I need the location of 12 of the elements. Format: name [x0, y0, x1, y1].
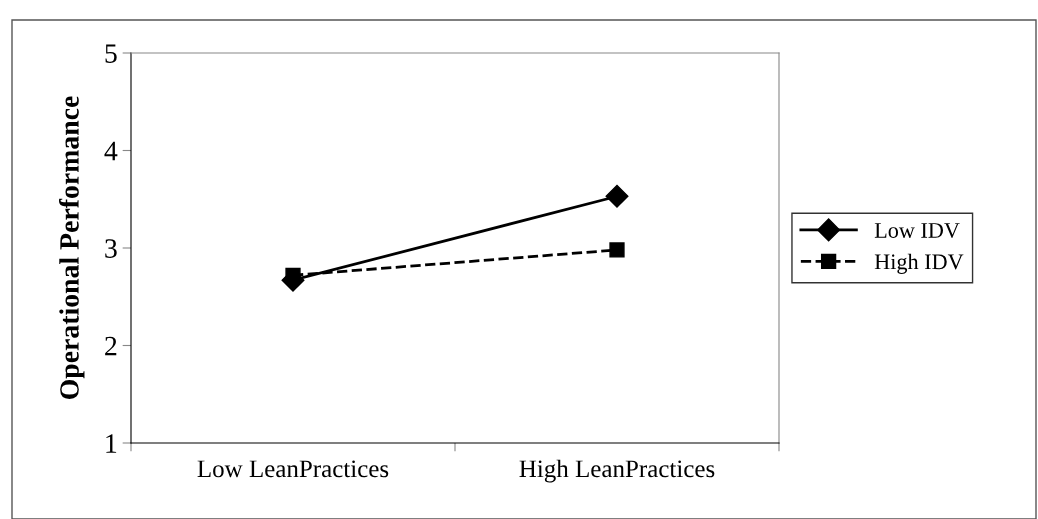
y-tick-label: 4	[104, 141, 118, 161]
legend-label: Low IDV	[874, 223, 960, 239]
y-axis-title: Operational Performance	[59, 96, 85, 399]
x-tick-label: High LeanPractices	[519, 459, 715, 483]
y-tick-label: 5	[105, 44, 117, 63]
y-tick-label: 2	[105, 336, 117, 356]
y-tick-label: 3	[105, 239, 117, 258]
point	[605, 184, 629, 208]
x-tick-label: Low LeanPractices	[197, 460, 389, 478]
legend-label: High IDV	[874, 253, 964, 274]
point	[609, 242, 625, 258]
y-tick-label: 1	[106, 434, 117, 453]
